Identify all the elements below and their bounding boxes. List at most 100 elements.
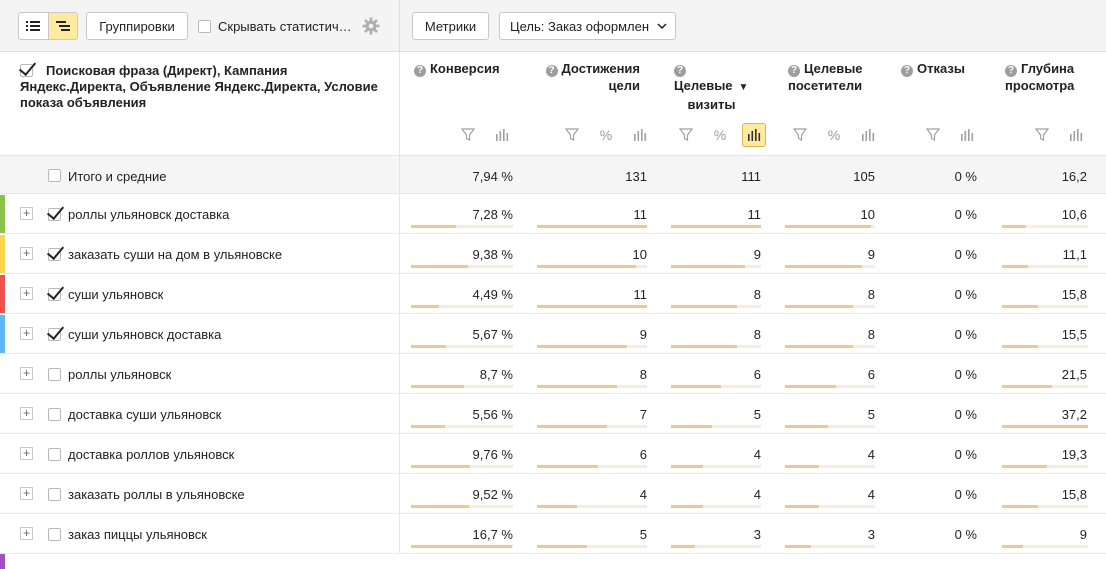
table-row[interactable]: + роллы ульяновск 8,7 % 8 6 6 0 % 21,5: [0, 354, 1106, 394]
row-checkbox[interactable]: [48, 328, 61, 341]
percent-icon[interactable]: %: [827, 127, 841, 143]
expand-row-button[interactable]: +: [20, 327, 33, 340]
cell-goal-reaches: 11: [633, 287, 648, 302]
bar-goal-reaches: [537, 225, 647, 228]
expand-row-button[interactable]: +: [20, 487, 33, 500]
row-checkbox[interactable]: [48, 448, 61, 461]
filter-icon[interactable]: [674, 123, 698, 147]
bar-chart-icon[interactable]: [490, 123, 514, 147]
hide-stats-toggle[interactable]: Скрывать статистич…: [198, 19, 352, 34]
filter-icon[interactable]: [788, 123, 812, 147]
dimension-checkbox[interactable]: [20, 64, 33, 77]
metric-header-depth[interactable]: ? Глубина просмотра: [1005, 60, 1074, 94]
expand-row-button[interactable]: +: [20, 287, 33, 300]
bar-chart-icon[interactable]: [955, 123, 979, 147]
row-color-marker: [0, 395, 5, 433]
help-icon[interactable]: ?: [901, 65, 913, 77]
table-row[interactable]: + заказать суши на дом в ульяновске 9,38 %…: [0, 234, 1106, 274]
dimension-title-text: Поисковая фраза (Директ), Кампания Яндек…: [20, 63, 378, 110]
row-checkbox[interactable]: [48, 288, 61, 301]
help-icon[interactable]: ?: [414, 65, 426, 77]
hide-stats-checkbox[interactable]: [198, 20, 211, 33]
cell-bounces: 0 %: [954, 527, 977, 542]
metric-header-label: Целевые: [674, 78, 733, 93]
dimension-title[interactable]: Поисковая фраза (Директ), Кампания Яндек…: [20, 63, 390, 111]
row-checkbox[interactable]: [48, 368, 61, 381]
expand-row-button[interactable]: +: [20, 407, 33, 420]
goal-select[interactable]: Цель: Заказ оформлен: [499, 12, 676, 40]
filter-icon[interactable]: [560, 123, 584, 147]
bar-fill: [537, 305, 647, 308]
bar-target-visitors: [785, 545, 875, 548]
metric-controls-conversion: [456, 123, 514, 147]
bar-fill: [671, 465, 704, 468]
row-checkbox[interactable]: [48, 408, 61, 421]
bar-fill: [411, 305, 439, 308]
help-icon[interactable]: ?: [788, 65, 800, 77]
expand-row-button[interactable]: +: [20, 447, 33, 460]
bar-conversion: [411, 465, 513, 468]
filter-icon[interactable]: [921, 123, 945, 147]
bar-fill: [785, 465, 820, 468]
help-icon[interactable]: ?: [545, 65, 558, 77]
filter-icon[interactable]: [1030, 123, 1054, 147]
list-view-button[interactable]: [19, 13, 48, 39]
percent-icon[interactable]: %: [599, 127, 613, 143]
totals-checkbox[interactable]: [48, 169, 61, 182]
help-icon[interactable]: ?: [1005, 65, 1017, 77]
cell-target-visitors: 10: [860, 207, 875, 222]
bar-chart-icon[interactable]: [1064, 123, 1088, 147]
bar-goal-reaches: [537, 265, 647, 268]
expand-row-button[interactable]: +: [20, 367, 33, 380]
row-color-marker: [0, 315, 5, 353]
totals-target-visits: 111: [741, 169, 761, 184]
metric-header-goal-reaches[interactable]: ? Достижения цели: [540, 60, 640, 94]
table-row[interactable]: + доставка роллов ульяновск 9,76 % 6 4 4 0 % 19…: [0, 434, 1106, 474]
expand-row-button[interactable]: +: [20, 247, 33, 260]
metric-header-conversion[interactable]: ? Конверсия: [414, 60, 500, 77]
cell-depth: 9: [1079, 527, 1087, 542]
table-row[interactable]: + суши ульяновск 4,49 % 11 8 8 0 % 15,8: [0, 274, 1106, 314]
table-row[interactable]: + заказать роллы в ульяновске 9,52 % 4 4 4 0 %…: [0, 474, 1106, 514]
table-row[interactable]: + доставка суши ульяновск 5,56 % 7 5 5 0 % 37,2: [0, 394, 1106, 434]
bar-goal-reaches: [537, 305, 647, 308]
bar-fill: [1002, 465, 1047, 468]
row-checkbox[interactable]: [48, 528, 61, 541]
table-row[interactable]: + роллы ульяновск доставка 7,28 % 11 11 10 0 %…: [0, 194, 1106, 234]
row-checkbox[interactable]: [48, 488, 61, 501]
percent-icon[interactable]: %: [713, 127, 727, 143]
bar-target-visits: [671, 545, 761, 548]
row-divider: [399, 434, 400, 473]
metric-header-target-visits[interactable]: ?Целевые ▼ визиты: [674, 60, 764, 113]
bar-chart-icon-active[interactable]: [742, 123, 766, 147]
totals-depth: 16,2: [1061, 169, 1087, 184]
bar-chart-icon[interactable]: [856, 123, 880, 147]
cell-goal-reaches: 5: [639, 527, 647, 542]
tree-view-button[interactable]: [47, 13, 77, 39]
gear-icon[interactable]: [362, 17, 380, 35]
metrics-button[interactable]: Метрики: [412, 12, 489, 40]
table-row[interactable]: + заказ пиццы ульяновск 16,7 % 5 3 3 0 % 9: [0, 514, 1106, 554]
bar-chart-icon[interactable]: [628, 123, 652, 147]
cell-depth: 15,8: [1061, 487, 1087, 502]
row-color-marker: [0, 435, 5, 473]
groupings-button[interactable]: Группировки: [86, 12, 188, 40]
cell-target-visitors: 5: [867, 407, 875, 422]
row-color-marker: [0, 275, 5, 313]
expand-row-button[interactable]: +: [20, 527, 33, 540]
row-checkbox[interactable]: [48, 208, 61, 221]
view-switcher: [18, 12, 78, 40]
table-row[interactable]: + суши ульяновск доставка 5,67 % 9 8 8 0 % 15,5: [0, 314, 1106, 354]
help-icon[interactable]: ?: [674, 65, 686, 77]
bar-target-visits: [671, 505, 761, 508]
metric-header-target-visitors[interactable]: ? Целевые посетители: [788, 60, 863, 94]
row-color-marker: [0, 355, 5, 393]
row-checkbox[interactable]: [48, 248, 61, 261]
metric-header-bounces[interactable]: ? Отказы: [901, 60, 965, 77]
row-color-marker: [0, 235, 5, 273]
filter-icon[interactable]: [456, 123, 480, 147]
cell-target-visits: 11: [747, 207, 762, 222]
totals-target-visitors: 105: [853, 169, 875, 184]
row-divider: [399, 234, 400, 273]
expand-row-button[interactable]: +: [20, 207, 33, 220]
